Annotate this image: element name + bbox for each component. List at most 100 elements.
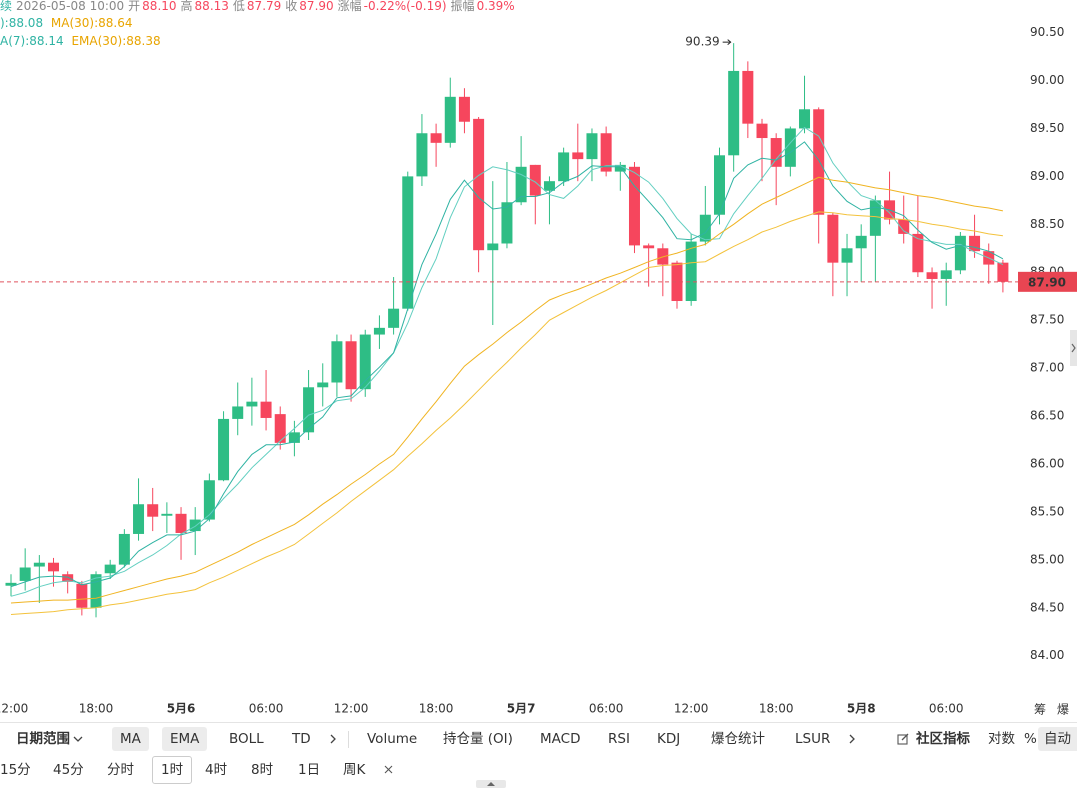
- field-label: 高: [180, 0, 193, 13]
- y-tick-label: 89.50: [1030, 121, 1064, 135]
- x-tick-label: 06:00: [929, 702, 964, 716]
- date-range[interactable]: 日期范围: [16, 731, 70, 747]
- candle-body: [48, 562, 60, 572]
- y-tick-label: 87.50: [1030, 313, 1064, 327]
- scale-button[interactable]: 对数: [988, 731, 1015, 747]
- sub-indicator-button[interactable]: KDJ: [657, 731, 681, 747]
- candle-body: [430, 133, 442, 143]
- indicator-line: [10, 176, 1004, 604]
- x-tick-label: 5月6: [167, 702, 196, 716]
- sub-indicator-button[interactable]: 爆仓统计: [711, 731, 765, 747]
- interval-button[interactable]: 8时: [251, 762, 274, 778]
- ema-legend-item: EMA(30):88.38: [71, 34, 161, 48]
- y-tick-label: 86.50: [1030, 409, 1064, 423]
- indicator-line: [10, 211, 1003, 615]
- candle-body: [487, 243, 499, 251]
- candle-body: [827, 214, 839, 263]
- x-tick-label: 18:00: [419, 702, 454, 716]
- side-handle[interactable]: [1070, 330, 1077, 366]
- candle-body: [969, 235, 981, 252]
- indicator-line: [10, 126, 1004, 597]
- candle-body: [161, 513, 173, 516]
- field-label: 涨幅: [337, 0, 362, 13]
- candle-body: [699, 214, 711, 242]
- field-value: 87.79: [246, 0, 282, 13]
- interval-button[interactable]: 分时: [107, 762, 134, 778]
- field-label: 振幅: [450, 0, 475, 13]
- resize-arrow: [487, 782, 495, 786]
- candle-body: [260, 401, 272, 418]
- interval-button[interactable]: 1日: [298, 762, 321, 778]
- community-indicators[interactable]: 社区指标: [916, 731, 970, 747]
- y-tick-label: 85.50: [1030, 504, 1064, 518]
- chevron-right[interactable]: [329, 734, 337, 744]
- interval-button[interactable]: 周K: [343, 762, 366, 778]
- ma-legend-item: MA(30):88.64: [50, 16, 133, 30]
- scale-button[interactable]: 自动: [1038, 727, 1077, 751]
- sub-indicator-button[interactable]: LSUR: [795, 731, 831, 747]
- candle-body: [926, 272, 938, 279]
- indicator-button[interactable]: BOLL: [229, 731, 264, 747]
- indicator-toolbar: 日期范围 MA EMA BOLL TD Volume 持仓量 (OI) MACD…: [0, 723, 1077, 755]
- candle-body: [529, 164, 541, 196]
- interval-button[interactable]: 4时: [205, 762, 228, 778]
- candle-body: [728, 70, 740, 156]
- candle-body: [558, 152, 570, 182]
- y-tick-label: 87.00: [1030, 361, 1064, 375]
- interval-button[interactable]: 15分: [0, 762, 31, 778]
- candle-body: [940, 270, 952, 279]
- chart: 筹 爆 84.00 84.50 85.00 85.50 86.00 86.50 87.00 8…: [0, 25, 1077, 723]
- candle-body: [685, 241, 697, 302]
- field-value: 87.90: [299, 0, 334, 13]
- candle-body: [317, 382, 329, 388]
- separator: [348, 731, 349, 748]
- candle-body: [515, 166, 527, 203]
- sub-indicator-button[interactable]: 持仓量 (OI): [443, 731, 513, 747]
- x-tick-label: 5月7: [507, 702, 536, 716]
- candle-body: [813, 109, 825, 215]
- candle-body: [869, 200, 881, 236]
- resize-handle[interactable]: [476, 780, 506, 788]
- indicator-button[interactable]: EMA: [162, 727, 208, 751]
- candle-body: [671, 262, 683, 302]
- ma-legend: ):88.08 MA(30):88.64: [0, 16, 137, 30]
- candle-body: [331, 341, 343, 383]
- interval-toolbar: 15分 45分 分时 1时 4时 8时 1日 周K: [0, 754, 1077, 786]
- x-tick-label: 18:00: [759, 702, 794, 716]
- candle-body: [855, 235, 867, 249]
- interval-button[interactable]: 1时: [152, 756, 193, 784]
- y-tick-label: 89.00: [1030, 169, 1064, 183]
- indicator-line: [10, 141, 1004, 588]
- candle-body: [118, 533, 130, 565]
- side-tab[interactable]: 筹: [1034, 703, 1046, 717]
- interval-button[interactable]: 45分: [53, 762, 84, 778]
- candle-body: [614, 164, 626, 172]
- field-label: 收: [285, 0, 298, 13]
- candle-body: [600, 133, 612, 172]
- candle-body: [246, 401, 258, 407]
- candle-body: [572, 152, 584, 160]
- candle-body: [770, 138, 782, 167]
- side-handle-arrow: [1071, 343, 1076, 353]
- candle-body: [5, 582, 17, 586]
- indicator-button[interactable]: MA: [112, 727, 149, 751]
- sub-indicator-button[interactable]: MACD: [540, 731, 581, 747]
- candle-body: [19, 567, 31, 581]
- close-icon[interactable]: [384, 765, 393, 774]
- scale-button[interactable]: %: [1024, 731, 1037, 747]
- candle-body: [232, 406, 244, 419]
- x-tick-label: 06:00: [589, 702, 624, 716]
- candle-body: [33, 562, 45, 567]
- edit-icon: [897, 733, 909, 745]
- candle-body: [76, 583, 88, 608]
- y-tick-label: 88.50: [1030, 217, 1064, 231]
- sub-indicator-button[interactable]: Volume: [367, 731, 418, 747]
- header-time: 2026-05-08 10:00: [16, 0, 125, 13]
- side-tab[interactable]: 爆: [1057, 703, 1069, 717]
- chevron-right[interactable]: [848, 734, 856, 744]
- indicator-button[interactable]: TD: [292, 731, 311, 747]
- candle-body: [133, 504, 145, 534]
- candle-body: [643, 245, 655, 249]
- sub-indicator-button[interactable]: RSI: [608, 731, 630, 747]
